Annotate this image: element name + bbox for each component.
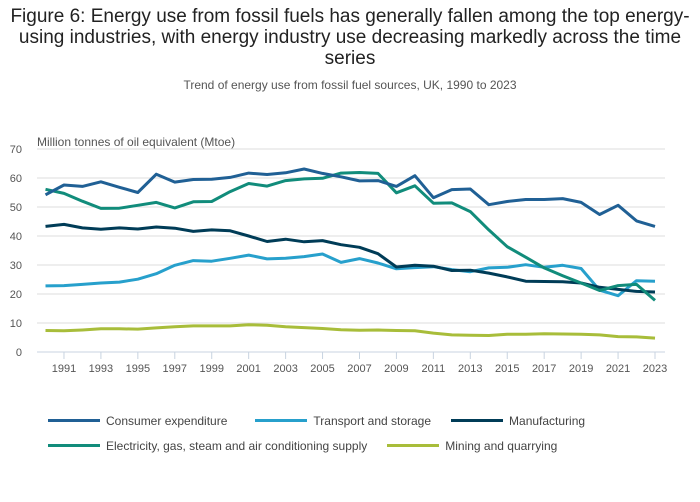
legend-label: Electricity, gas, steam and air conditio… bbox=[106, 438, 368, 453]
y-axis-title: Million tonnes of oil equivalent (Mtoe) bbox=[37, 135, 235, 149]
x-tick-label: 2019 bbox=[569, 363, 593, 375]
legend: Consumer expenditure Transport and stora… bbox=[48, 408, 688, 458]
x-tick-label: 2013 bbox=[458, 363, 482, 375]
y-tick-label: 20 bbox=[10, 289, 22, 301]
x-tick-label: 2011 bbox=[422, 363, 446, 375]
legend-swatch bbox=[48, 419, 100, 422]
x-tick-label: 2007 bbox=[347, 363, 371, 375]
series-line-mining-and-quarrying[interactable] bbox=[45, 323, 656, 340]
legend-item-consumer[interactable]: Consumer expenditure bbox=[48, 414, 227, 428]
x-tick-label: 2021 bbox=[606, 363, 630, 375]
x-tick-label: 1995 bbox=[126, 363, 150, 375]
y-tick-label: 60 bbox=[10, 173, 22, 185]
line-chart: Million tonnes of oil equivalent (Mtoe) … bbox=[10, 135, 667, 375]
chart-title: Figure 6: Energy use from fossil fuels h… bbox=[10, 6, 690, 69]
x-tick-label: 2005 bbox=[310, 363, 334, 375]
y-tick-label: 10 bbox=[10, 318, 22, 330]
legend-swatch bbox=[255, 419, 308, 422]
y-tick-label: 30 bbox=[10, 260, 22, 272]
legend-label: Manufacturing bbox=[509, 413, 586, 428]
legend-swatch bbox=[451, 419, 504, 422]
y-tick-label: 70 bbox=[10, 144, 22, 156]
chart-subtitle: Trend of energy use from fossil fuel sou… bbox=[183, 78, 517, 92]
x-tick-label: 2023 bbox=[643, 363, 667, 375]
x-tick-label: 2001 bbox=[236, 363, 260, 375]
x-tick-label: 1993 bbox=[89, 363, 113, 375]
series-lines bbox=[44, 167, 656, 340]
x-tick-label: 2017 bbox=[532, 363, 556, 375]
x-tick-label: 2009 bbox=[384, 363, 408, 375]
y-axis: 0 10 20 30 40 50 60 70 bbox=[10, 144, 22, 359]
gridlines bbox=[37, 148, 665, 353]
legend-item-electricity[interactable]: Electricity, gas, steam and air conditio… bbox=[48, 439, 367, 453]
legend-item-manufacturing[interactable]: Manufacturing bbox=[451, 414, 585, 428]
x-tick-label: 1997 bbox=[163, 363, 187, 375]
legend-swatch bbox=[48, 444, 100, 447]
series-line-manufacturing[interactable] bbox=[45, 222, 656, 294]
x-tick-label: 2003 bbox=[273, 363, 297, 375]
legend-label: Mining and quarrying bbox=[445, 438, 558, 453]
y-tick-label: 50 bbox=[10, 202, 22, 214]
x-tick-label: 1991 bbox=[52, 363, 76, 375]
legend-label: Transport and storage bbox=[313, 413, 432, 428]
series-line-electricity-gas-steam-and-air-conditioning-supply[interactable] bbox=[45, 171, 656, 302]
series-line-consumer-expenditure[interactable] bbox=[44, 167, 656, 228]
x-axis: 1991 1993 1995 1997 1999 2001 2003 2005 2007 2009… bbox=[52, 352, 667, 375]
y-tick-label: 40 bbox=[10, 231, 22, 243]
legend-item-transport[interactable]: Transport and storage bbox=[255, 414, 431, 428]
y-tick-label: 0 bbox=[16, 347, 22, 359]
legend-label: Consumer expenditure bbox=[106, 413, 228, 428]
series-line-transport-and-storage[interactable] bbox=[45, 252, 656, 298]
x-tick-label: 2015 bbox=[495, 363, 519, 375]
legend-swatch bbox=[387, 444, 440, 447]
legend-item-mining[interactable]: Mining and quarrying bbox=[387, 439, 557, 453]
x-tick-label: 1999 bbox=[199, 363, 223, 375]
